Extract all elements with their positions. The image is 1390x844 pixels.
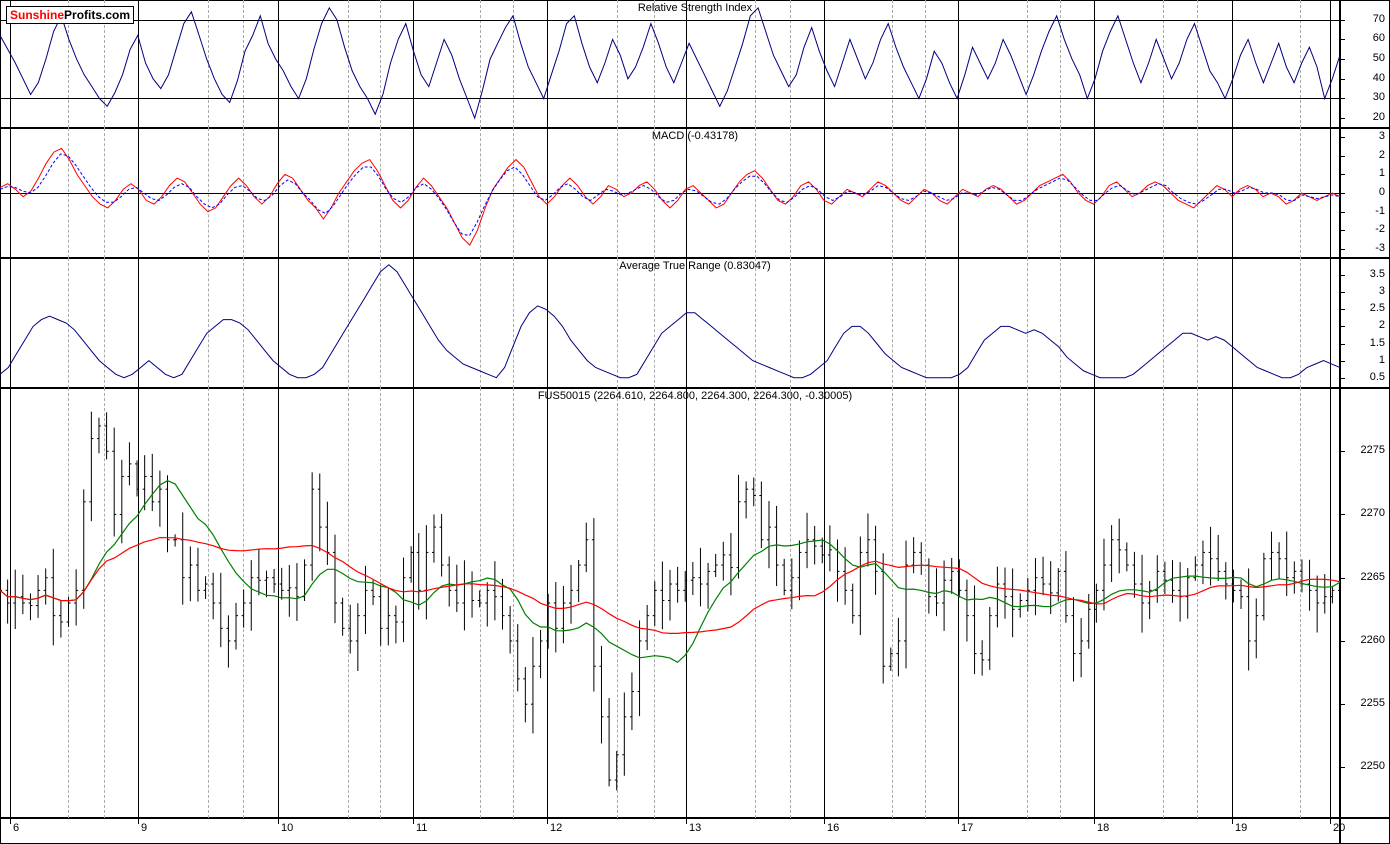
- series-line: [0, 265, 1340, 378]
- y-tick-label: 1.5: [1370, 337, 1385, 349]
- watermark-logo: SunshineProfits.com: [6, 6, 134, 24]
- x-tick-label: 6: [13, 822, 19, 834]
- panel-rsi: 20 30 40 50 60 70 Relative Strength Index: [0, 0, 1390, 128]
- y-tick-label: 70: [1373, 13, 1385, 25]
- y-tick-mark: [1340, 79, 1345, 80]
- y-tick-label: -3: [1375, 242, 1385, 254]
- y-tick-mark: [1340, 59, 1345, 60]
- y-tick-mark: [1340, 344, 1345, 345]
- y-tick-label: -1: [1375, 205, 1385, 217]
- y-tick-label: 60: [1373, 32, 1385, 44]
- y-tick-label: -2: [1375, 223, 1385, 235]
- y-tick-mark: [1340, 641, 1345, 642]
- panel-svg-macd: [0, 128, 1340, 258]
- logo-part-2: Profits.com: [64, 8, 130, 22]
- x-tick-label: 19: [1235, 822, 1247, 834]
- y-tick-label: 40: [1373, 72, 1385, 84]
- series-line: [0, 8, 1340, 118]
- y-tick-mark: [1340, 326, 1345, 327]
- y-tick-label: 2275: [1361, 444, 1385, 456]
- x-tick-label: 20: [1333, 822, 1345, 834]
- y-tick-label: 2265: [1361, 571, 1385, 583]
- y-tick-label: 30: [1373, 91, 1385, 103]
- x-tick-label: 9: [141, 822, 147, 834]
- y-tick-mark: [1340, 578, 1345, 579]
- y-tick-mark: [1340, 212, 1345, 213]
- y-tick-label: 2: [1379, 149, 1385, 161]
- y-tick-mark: [1340, 193, 1345, 194]
- y-tick-label: 3: [1379, 130, 1385, 142]
- y-tick-label: 3.5: [1370, 268, 1385, 280]
- y-tick-mark: [1340, 704, 1345, 705]
- y-tick-label: 2270: [1361, 507, 1385, 519]
- x-tick-label: 18: [1097, 822, 1109, 834]
- y-tick-label: 50: [1373, 52, 1385, 64]
- y-tick-mark: [1340, 20, 1345, 21]
- y-tick-mark: [1340, 275, 1345, 276]
- y-tick-mark: [1340, 98, 1345, 99]
- y-tick-label: 2: [1379, 319, 1385, 331]
- y-tick-mark: [1340, 378, 1345, 379]
- x-axis-area: 6 9 10 11 12 13 16 17 18 19 20: [0, 818, 1390, 844]
- panel-svg-price: [0, 388, 1340, 818]
- y-tick-mark: [1340, 361, 1345, 362]
- x-tick-label: 12: [550, 822, 562, 834]
- panel-price: 2250 2255 2260 2265 2270 2275 FUS50015 (2264.6…: [0, 388, 1390, 818]
- series-line: [0, 154, 1340, 236]
- y-tick-mark: [1340, 118, 1345, 119]
- series-line: [0, 148, 1340, 245]
- y-tick-label: 2260: [1361, 634, 1385, 646]
- y-tick-mark: [1340, 767, 1345, 768]
- y-tick-label: 1: [1379, 354, 1385, 366]
- y-tick-label: 3: [1379, 285, 1385, 297]
- panel-title-price: FUS50015 (2264.610, 2264.800, 2264.300, …: [538, 390, 852, 402]
- y-tick-label: 0.5: [1370, 371, 1385, 383]
- y-tick-mark: [1340, 451, 1345, 452]
- logo-part-1: Sunshine: [10, 8, 64, 22]
- y-tick-label: 20: [1373, 111, 1385, 123]
- y-tick-label: 2250: [1361, 760, 1385, 772]
- y-tick-label: 2255: [1361, 697, 1385, 709]
- y-tick-label: 0: [1379, 186, 1385, 198]
- y-tick-label: 2.5: [1370, 302, 1385, 314]
- panel-macd: -3 -2 -1 0 1 2 3 MACD (-0.43178): [0, 128, 1390, 258]
- financial-multipanel-chart: SunshineProfits.com 203040506070Relative…: [0, 0, 1390, 844]
- y-tick-label: 1: [1379, 167, 1385, 179]
- panel-title-rsi: Relative Strength Index: [638, 2, 752, 14]
- y-tick-mark: [1340, 137, 1345, 138]
- x-tick-label: 11: [416, 822, 427, 834]
- x-tick-label: 16: [827, 822, 839, 834]
- y-tick-mark: [1340, 309, 1345, 310]
- y-tick-mark: [1340, 249, 1345, 250]
- panel-title-atr: Average True Range (0.83047): [619, 260, 770, 272]
- panel-atr: 0.5 1 1.5 2 2.5 3 3.5 Average True Range (0.830…: [0, 258, 1390, 388]
- x-tick-label: 13: [689, 822, 701, 834]
- y-tick-mark: [1340, 39, 1345, 40]
- y-tick-mark: [1340, 174, 1345, 175]
- x-tick-label: 10: [281, 822, 293, 834]
- y-tick-mark: [1340, 514, 1345, 515]
- y-tick-mark: [1340, 230, 1345, 231]
- panel-svg-atr: [0, 258, 1340, 388]
- y-tick-mark: [1340, 156, 1345, 157]
- panel-svg-rsi: [0, 0, 1340, 128]
- x-tick-label: 17: [961, 822, 973, 834]
- y-tick-mark: [1340, 292, 1345, 293]
- panel-title-macd: MACD (-0.43178): [652, 130, 738, 142]
